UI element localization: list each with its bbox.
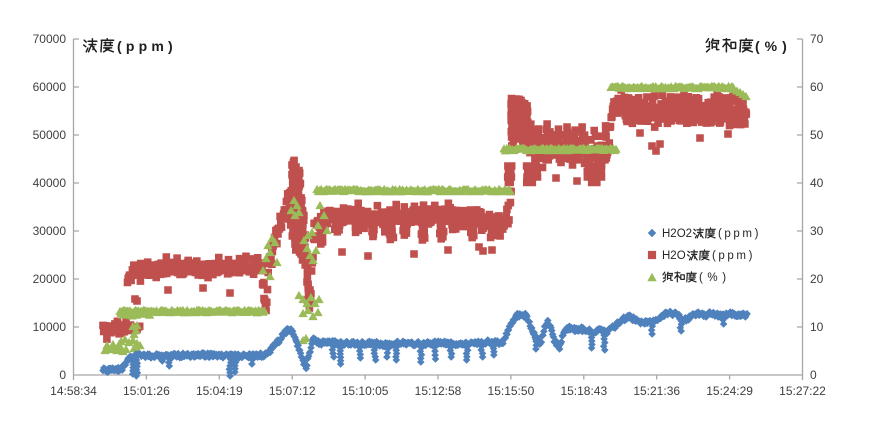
svg-text:(ppm): (ppm) [712, 250, 755, 262]
svg-text:15:15:50: 15:15:50 [488, 384, 535, 398]
svg-text:0: 0 [59, 368, 66, 382]
svg-text:50: 50 [810, 128, 824, 142]
svg-text:15:07:12: 15:07:12 [269, 384, 316, 398]
svg-text:15:04:19: 15:04:19 [196, 384, 243, 398]
svg-text:H2O: H2O [662, 250, 686, 262]
svg-text:40: 40 [810, 176, 824, 190]
svg-text:60000: 60000 [33, 80, 67, 94]
svg-text:40000: 40000 [33, 176, 67, 190]
svg-text:(%): (%) [699, 272, 731, 284]
svg-text:15:18:43: 15:18:43 [560, 384, 607, 398]
svg-text:14:58:34: 14:58:34 [50, 384, 97, 398]
svg-text:0: 0 [810, 368, 817, 382]
svg-text:(ppm): (ppm) [718, 228, 761, 240]
svg-text:15:21:36: 15:21:36 [633, 384, 680, 398]
svg-text:10000: 10000 [33, 320, 67, 334]
svg-text:(%): (%) [755, 38, 792, 54]
svg-text:30: 30 [810, 224, 824, 238]
svg-text:15:12:58: 15:12:58 [415, 384, 462, 398]
svg-text:15:01:26: 15:01:26 [123, 384, 170, 398]
svg-text:(ppm): (ppm) [117, 38, 177, 54]
svg-text:10: 10 [810, 320, 824, 334]
svg-text:15:10:05: 15:10:05 [342, 384, 389, 398]
svg-text:H2O2: H2O2 [662, 228, 692, 240]
svg-text:20000: 20000 [33, 272, 67, 286]
svg-text:30000: 30000 [33, 224, 67, 238]
svg-text:70: 70 [810, 32, 824, 46]
svg-text:50000: 50000 [33, 128, 67, 142]
svg-text:20: 20 [810, 272, 824, 286]
svg-text:15:24:29: 15:24:29 [706, 384, 753, 398]
svg-text:70000: 70000 [33, 32, 67, 46]
svg-text:60: 60 [810, 80, 824, 94]
svg-text:15:27:22: 15:27:22 [779, 384, 826, 398]
